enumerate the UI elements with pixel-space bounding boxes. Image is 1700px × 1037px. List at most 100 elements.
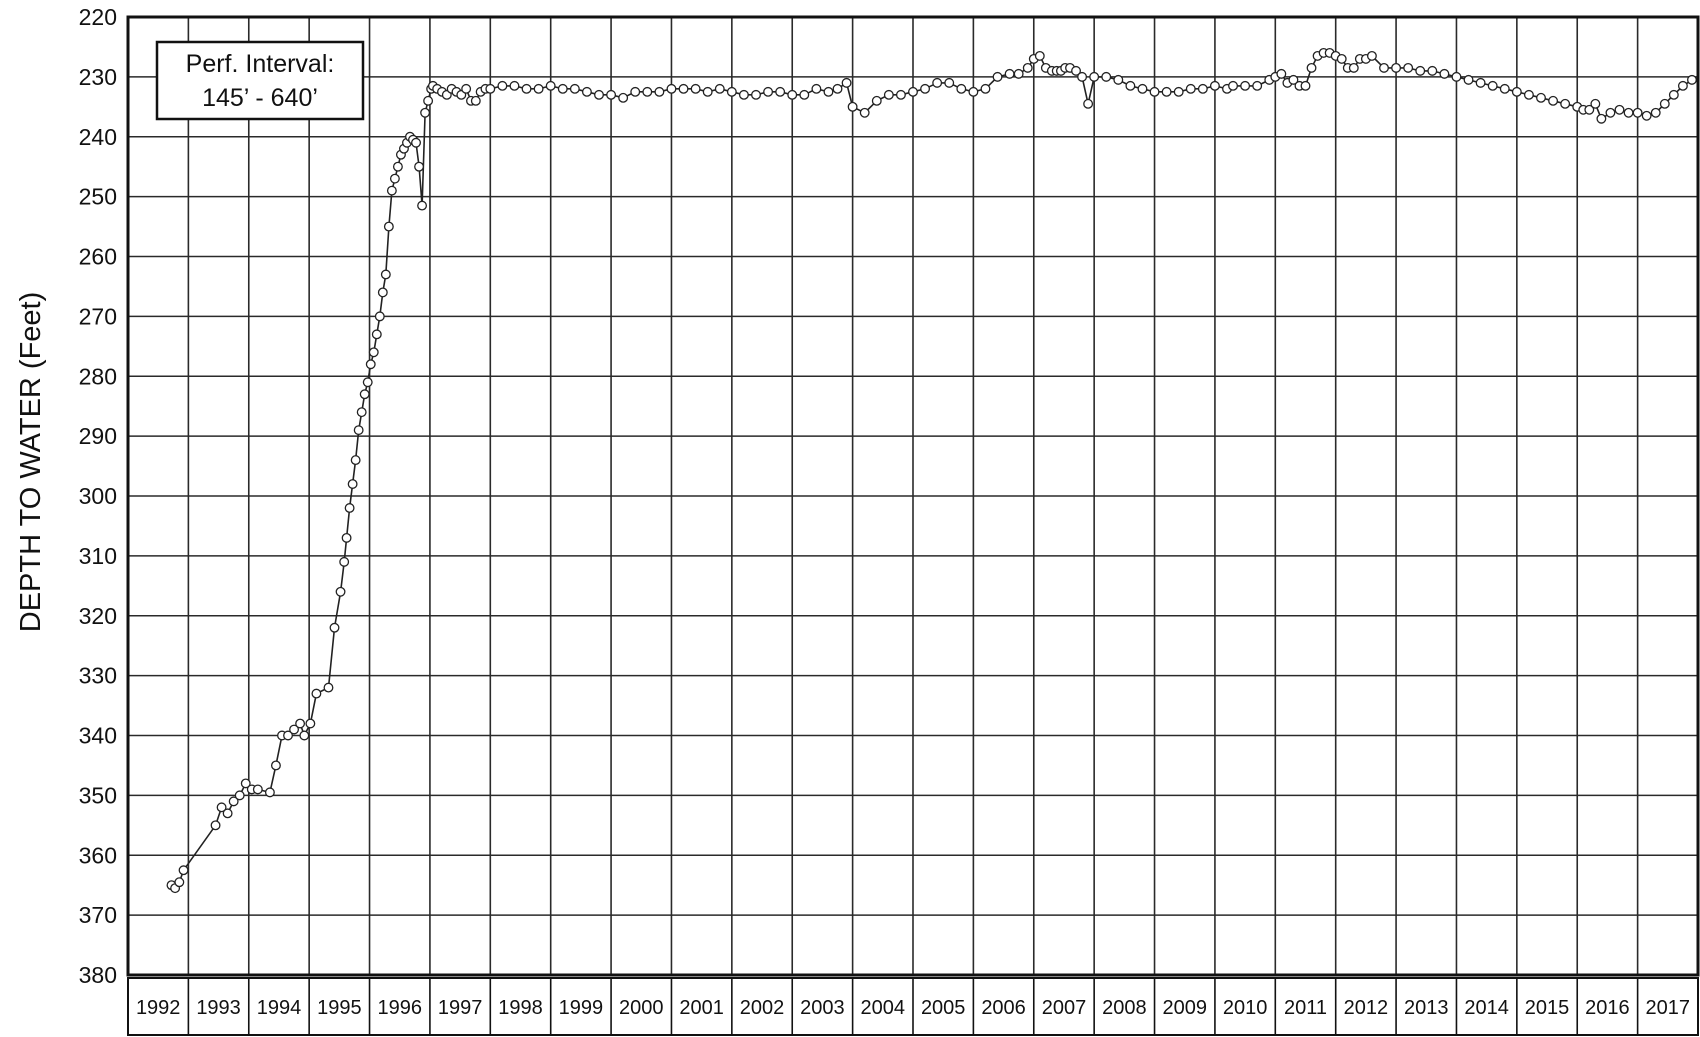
data-point	[1173, 86, 1184, 97]
data-point	[386, 185, 397, 196]
data-point	[1499, 83, 1510, 94]
data-point	[1071, 65, 1081, 76]
data-point	[594, 89, 604, 100]
x-tick-label: 2010	[1223, 997, 1268, 1019]
y-tick-label: 370	[79, 902, 117, 928]
data-point	[1366, 50, 1377, 61]
grid-lines	[127, 16, 1699, 1035]
data-point	[1590, 98, 1601, 109]
data-point	[1197, 83, 1208, 94]
y-tick-label: 250	[79, 184, 117, 210]
data-point	[908, 86, 918, 97]
data-point	[1536, 92, 1546, 103]
x-tick-label: 2014	[1464, 997, 1509, 1019]
data-point	[980, 83, 991, 94]
data-point	[461, 83, 472, 94]
x-tick-label: 1995	[317, 997, 362, 1019]
data-point	[1101, 71, 1112, 82]
data-point	[359, 389, 370, 400]
data-point	[383, 221, 394, 232]
x-tick-label: 2007	[1042, 997, 1087, 1019]
data-point	[1584, 104, 1595, 115]
data-point	[1650, 107, 1661, 118]
data-point	[365, 359, 376, 370]
data-point	[335, 586, 346, 597]
data-point	[1560, 98, 1571, 109]
x-tick-label: 2016	[1585, 997, 1630, 1019]
data-point	[339, 556, 350, 567]
annotation-line-1: Perf. Interval:	[186, 50, 335, 78]
data-point	[1125, 80, 1136, 91]
data-point	[289, 724, 300, 735]
data-point	[1228, 80, 1238, 91]
data-point	[1083, 98, 1094, 109]
data-point	[374, 311, 385, 322]
data-point	[1240, 80, 1251, 91]
plot-area-frame	[126, 15, 1700, 977]
data-point	[1659, 98, 1670, 109]
y-tick-label: 360	[79, 842, 117, 868]
data-point	[787, 89, 798, 100]
data-point	[1523, 89, 1534, 100]
x-tick-label: 1993	[196, 997, 241, 1019]
data-point	[414, 161, 425, 172]
data-point	[618, 92, 629, 103]
x-tick-label: 2003	[800, 997, 845, 1019]
data-point	[751, 89, 761, 100]
data-point	[377, 287, 388, 298]
year-strip-frame	[127, 977, 1699, 1036]
data-point	[859, 107, 870, 118]
data-point	[811, 83, 822, 94]
data-point	[883, 89, 894, 100]
data-point	[1336, 53, 1347, 64]
data-point	[264, 787, 275, 798]
data-point	[714, 83, 725, 94]
data-point	[1306, 62, 1317, 73]
data-point	[1677, 80, 1688, 91]
data-point	[1077, 71, 1088, 82]
data-point	[763, 86, 774, 97]
data-point	[368, 347, 379, 358]
data-point	[1391, 62, 1402, 73]
perf-interval-annotation: Perf. Interval: 145’ - 640’	[155, 40, 365, 121]
data-point	[389, 173, 400, 184]
data-point	[228, 796, 239, 807]
data-point	[1511, 86, 1522, 97]
y-axis-title: DEPTH TO WATER (Feet)	[15, 292, 47, 633]
y-tick-label: 330	[79, 663, 117, 689]
data-point	[1623, 107, 1634, 118]
data-point	[350, 455, 361, 466]
data-point	[509, 80, 520, 91]
x-tick-label: 2012	[1344, 997, 1389, 1019]
data-point	[654, 86, 665, 97]
data-point	[992, 71, 1003, 82]
x-tick-label: 2008	[1102, 997, 1147, 1019]
x-tick-label: 1992	[136, 997, 181, 1019]
data-point	[1451, 71, 1462, 82]
data-point	[847, 101, 858, 112]
data-point	[323, 682, 334, 693]
data-point	[210, 820, 221, 831]
x-tick-label: 1999	[559, 997, 604, 1019]
data-point	[832, 83, 843, 94]
data-point	[497, 80, 508, 91]
data-point	[1137, 83, 1148, 94]
data-point	[630, 86, 641, 97]
data-point	[1161, 86, 1172, 97]
data-point	[362, 377, 373, 388]
y-tick-label: 240	[79, 124, 117, 150]
data-point	[470, 95, 481, 106]
data-point	[521, 83, 532, 94]
data-point	[1034, 50, 1045, 61]
data-point	[420, 107, 431, 118]
data-point	[1614, 104, 1625, 115]
data-point	[1022, 62, 1033, 73]
data-point	[1427, 65, 1438, 76]
data-point	[329, 622, 340, 633]
x-tick-label: 2004	[861, 997, 906, 1019]
data-point	[178, 865, 189, 876]
data-point	[174, 877, 185, 888]
data-point	[841, 77, 852, 88]
data-point	[1300, 80, 1311, 91]
data-point	[1403, 62, 1414, 73]
